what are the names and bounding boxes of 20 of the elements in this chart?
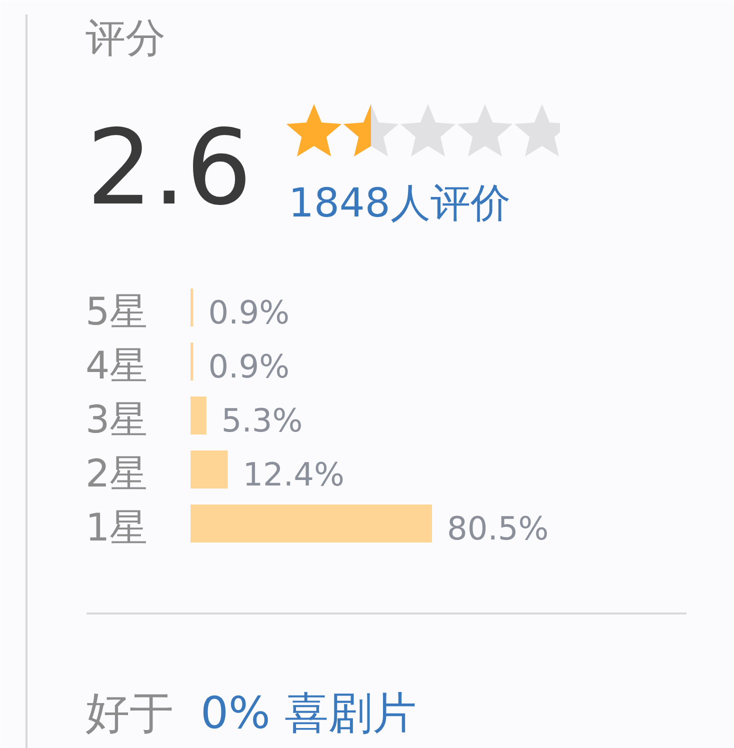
y-tick-label: 1星 (86, 506, 148, 550)
y-tick-label: 4星 (86, 344, 148, 388)
text: 0% 喜剧片 (200, 688, 416, 739)
bar (190, 450, 228, 488)
data-label: 12.4% (242, 456, 344, 494)
y-tick-label: 3星 (86, 398, 148, 442)
data-label: 80.5% (447, 510, 549, 548)
data-label: 5.3% (221, 402, 303, 440)
bar (190, 342, 194, 380)
text: 2.6 (86, 106, 252, 228)
bar (190, 288, 194, 326)
bar (190, 504, 432, 542)
text: 1848人评价 (288, 180, 510, 226)
data-label: 0.9% (208, 294, 290, 332)
y-tick-label: 5星 (86, 290, 148, 334)
data-label: 0.9% (208, 348, 290, 386)
y-tick-label: 2星 (86, 452, 148, 496)
bar (190, 396, 206, 434)
text: 好于 (86, 688, 174, 739)
chart-title: 评分 (86, 16, 166, 62)
